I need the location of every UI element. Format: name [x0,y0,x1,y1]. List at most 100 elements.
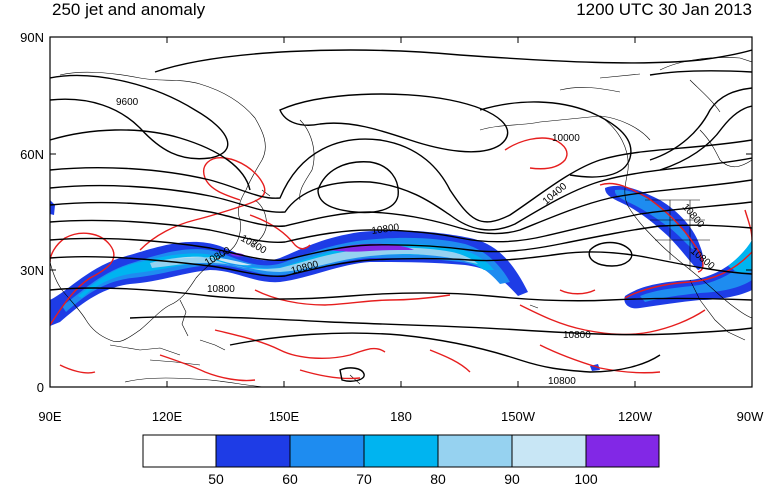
hgt-small-oval [339,367,365,382]
anom-6 [159,354,256,382]
na-jet-west-60 [614,189,694,250]
anom-7 [504,137,568,170]
anom-1 [50,232,115,326]
colorbar-box [142,434,217,468]
nz [349,374,361,385]
hgt-contour-south [129,316,752,336]
anomaly-contours [50,137,752,382]
indonesia [109,339,226,366]
west-edge-jet [50,200,55,215]
contour-label: 10800 [371,222,401,237]
anom-15 [744,209,752,241]
na-jet-east-70 [728,240,752,273]
colorbar-box [363,434,439,468]
australia [124,377,266,387]
colorbar-label: 50 [208,471,224,487]
hgt-9800 [50,129,251,191]
lon-axis [49,37,753,387]
hgt-contour-g [50,287,752,302]
lon-tick-label: 180 [390,409,412,424]
hgt-contour-b [50,157,752,231]
contour-label: 10400 [541,181,570,208]
lon-tick-label: 150E [269,409,300,424]
mexico [689,279,746,341]
lat-axis [50,36,752,388]
contour-label: 10800 [207,284,235,295]
hgt-contour-f [50,251,752,278]
na-jet-west-50 [605,185,704,270]
arctic-islands [559,73,641,93]
colorbar-label: 70 [356,471,372,487]
anom-13 [59,364,96,374]
us-borders [645,199,710,270]
map-area: 9600 10000 10400 10800 10800 10800 10800… [50,49,752,387]
colorbar: 50 60 70 80 90 100 [142,434,660,487]
hgt-contour-a [50,138,752,223]
alaska [479,115,651,141]
jet-shading [50,185,752,371]
colorbar-box [215,434,291,468]
anom-5 [214,329,386,359]
jet-band-90 [175,256,252,266]
north-america [599,115,752,319]
na-jet-south-60 [640,256,752,302]
colorbar-box [585,434,660,468]
contour-label: 10800 [548,376,576,387]
hgt-east-trough [649,87,752,161]
jet-band-80 [150,247,478,272]
lat-tick-label: 0 [37,380,44,395]
anom-16 [299,369,361,380]
hgt-east-trough-2 [659,105,752,171]
lon-tick-label: 150W [501,409,536,424]
anom-12 [559,289,596,295]
anom-4 [254,289,451,306]
greenland [659,57,752,113]
plot-title-right: 1200 UTC 30 Jan 2013 [576,0,752,19]
height-contours [50,49,752,382]
contour-label: 10800 [239,233,269,257]
colorbar-label: 80 [430,471,446,487]
japan [251,189,271,247]
hgt-arctic-loop [279,93,509,153]
hgt-na-loop [479,101,632,178]
hgt-north-loop [154,49,752,73]
colorbar-label: 60 [282,471,298,487]
anom-9 [624,251,752,299]
lon-tick-label: 90W [737,409,764,424]
colorbar-box [289,434,365,468]
hgt-east-ridge [649,70,752,76]
lat-tick-label: 90N [20,30,44,45]
lon-tick-label: 120E [152,409,183,424]
coastlines [50,57,752,387]
contour-label: 9600 [116,97,139,108]
colorbar-label: 90 [504,471,520,487]
colorbar-label: 100 [574,471,598,487]
plot-title-left: 250 jet and anomaly [52,0,206,19]
hgt-10800 [229,332,661,373]
lat-tick-label: 30N [20,263,44,278]
hgt-pacific-low [588,241,633,267]
kamchatka [299,119,315,201]
jet-band-100 [330,243,414,252]
anom-3 [249,214,311,250]
colorbar-box [437,434,513,468]
philippines [179,299,189,337]
anom-14 [429,349,471,373]
asia-coast [50,71,266,342]
hgt-9600 [50,74,229,160]
hgt-siberia-low [317,161,399,214]
hgt-contour-d [50,201,752,244]
hgt-contour-e [50,224,752,262]
lat-tick-label: 60N [20,147,44,162]
lon-tick-label: 120W [618,409,653,424]
contour-label: 10800 [563,330,591,341]
anom-8 [599,182,704,273]
anom-2 [139,157,266,251]
hgt-contour-c [50,179,752,235]
contour-label: 10000 [552,133,580,144]
hudson [699,129,752,168]
anom-10 [519,304,706,336]
colorbar-box [511,434,587,468]
hawaii [529,304,539,309]
